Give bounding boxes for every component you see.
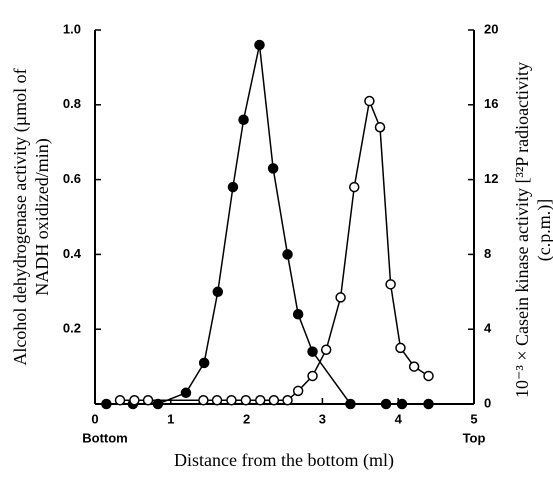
data-point	[180, 387, 192, 399]
data-point	[385, 279, 396, 290]
data-point	[226, 395, 237, 406]
y2-tick-label: 16	[484, 96, 498, 111]
y-tick-label: 0.6	[63, 171, 81, 186]
data-point	[254, 39, 265, 51]
data-point	[348, 181, 360, 193]
y2-tick-label: 0	[484, 395, 491, 410]
y2-tick-label: 4	[484, 321, 492, 336]
data-point	[396, 398, 408, 410]
x-tick-label: 5	[470, 411, 477, 426]
data-point	[345, 398, 356, 410]
data-point	[423, 370, 434, 382]
data-point	[101, 398, 112, 410]
data-point	[423, 398, 434, 410]
y-tick-label: 1.0	[63, 21, 81, 36]
x-axis-label: Distance from the bottom (ml)	[174, 450, 394, 471]
data-point	[282, 395, 293, 406]
annotation: Top	[463, 430, 486, 445]
series-line	[120, 98, 429, 402]
data-point	[292, 385, 304, 397]
x-tick-label: 2	[243, 411, 250, 426]
data-point	[254, 395, 266, 406]
series-line	[106, 44, 429, 405]
y2-tick-label: 12	[484, 171, 498, 186]
data-point	[408, 361, 420, 372]
data-point	[129, 395, 140, 406]
y-axis-label: NADH oxidized/min)	[32, 138, 53, 295]
data-point	[227, 181, 239, 193]
annotation: Bottom	[82, 430, 128, 445]
y-tick-label: 0.4	[63, 246, 82, 261]
x-tick-label: 3	[319, 411, 326, 426]
data-point	[114, 395, 126, 406]
data-point	[198, 357, 210, 369]
y-axis-label: Alcohol dehydrogenase activity (µmol of	[10, 68, 31, 365]
data-point	[320, 344, 332, 356]
data-point	[307, 370, 318, 382]
data-point	[240, 395, 252, 406]
y2-tick-label: 8	[484, 246, 491, 261]
data-point	[395, 342, 406, 354]
data-point	[292, 308, 304, 320]
data-point	[268, 395, 280, 406]
data-point	[198, 395, 209, 406]
y2-axis-label: 10⁻³ × Casein kinase activity [³²P radio…	[512, 62, 532, 398]
x-tick-label: 0	[91, 411, 98, 426]
y-tick-label: 0.8	[63, 96, 81, 111]
data-point	[374, 121, 386, 133]
data-point	[142, 395, 154, 406]
data-point	[267, 163, 279, 174]
data-point	[380, 398, 392, 410]
y2-tick-label: 20	[484, 21, 498, 36]
data-point	[152, 398, 164, 410]
data-point	[307, 346, 318, 357]
data-point	[211, 395, 223, 406]
x-tick-label: 4	[395, 411, 403, 426]
y-tick-label: 0.2	[63, 321, 81, 336]
x-tick-label: 1	[167, 411, 174, 426]
data-point	[238, 114, 249, 126]
data-point	[335, 292, 346, 303]
y2-axis-label: (c.p.m.)]	[534, 199, 553, 261]
data-point	[212, 286, 224, 298]
data-point	[364, 95, 375, 107]
data-point	[282, 249, 293, 260]
